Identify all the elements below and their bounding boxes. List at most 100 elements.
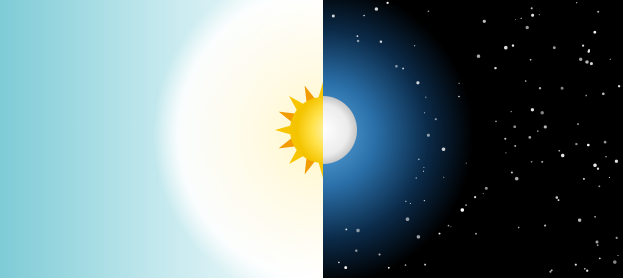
- night-side: [289, 0, 623, 278]
- star: [558, 199, 560, 201]
- star: [613, 260, 616, 263]
- star: [345, 228, 347, 230]
- star: [515, 177, 519, 181]
- star: [355, 249, 357, 251]
- star: [465, 204, 467, 206]
- star: [418, 158, 420, 160]
- star: [585, 60, 588, 63]
- star: [530, 59, 532, 61]
- star: [417, 235, 420, 238]
- star: [513, 125, 516, 128]
- star: [553, 46, 556, 49]
- star: [475, 233, 477, 235]
- star: [539, 14, 540, 15]
- star: [525, 80, 527, 82]
- star: [579, 58, 582, 61]
- star: [423, 167, 424, 168]
- star: [442, 148, 446, 152]
- star: [395, 65, 398, 68]
- star: [416, 177, 417, 178]
- night-glow: [323, 0, 623, 278]
- star: [585, 95, 587, 97]
- star: [578, 219, 581, 222]
- star: [416, 81, 419, 84]
- star: [597, 168, 599, 170]
- star: [537, 130, 538, 131]
- star: [504, 138, 506, 140]
- star: [544, 125, 547, 128]
- star: [597, 11, 599, 13]
- day-night-illustration: [0, 0, 623, 278]
- star: [344, 266, 347, 269]
- star: [504, 46, 508, 50]
- star: [435, 118, 437, 120]
- star: [588, 50, 590, 52]
- star: [616, 237, 618, 239]
- star: [575, 143, 577, 145]
- star: [604, 141, 607, 144]
- star: [466, 163, 467, 164]
- star: [544, 225, 546, 227]
- star: [511, 172, 513, 174]
- star: [424, 112, 425, 113]
- star: [439, 233, 441, 235]
- star: [461, 208, 464, 211]
- star: [618, 85, 620, 87]
- star: [528, 136, 531, 139]
- star: [458, 83, 459, 84]
- star: [424, 200, 425, 201]
- star: [602, 92, 605, 95]
- star: [510, 111, 512, 113]
- star: [531, 14, 534, 17]
- star: [575, 264, 577, 266]
- star: [332, 15, 335, 18]
- star: [494, 67, 496, 69]
- star: [609, 177, 610, 178]
- star: [474, 196, 476, 198]
- star: [576, 2, 577, 3]
- star: [405, 264, 407, 266]
- star: [617, 255, 618, 256]
- star: [483, 20, 486, 23]
- star: [531, 108, 534, 111]
- star: [582, 45, 584, 47]
- star: [596, 241, 599, 244]
- day-glow: [0, 0, 323, 278]
- star: [520, 18, 521, 19]
- star: [388, 267, 390, 269]
- star: [357, 40, 359, 42]
- star: [477, 55, 480, 58]
- star: [414, 45, 415, 46]
- star: [590, 62, 593, 65]
- star: [483, 193, 484, 194]
- star: [386, 2, 388, 4]
- star: [586, 270, 588, 272]
- star: [427, 134, 430, 137]
- star: [615, 160, 618, 163]
- star: [558, 150, 560, 152]
- star: [593, 164, 597, 168]
- star: [356, 229, 359, 232]
- star: [541, 161, 543, 163]
- star: [526, 26, 529, 29]
- star: [410, 203, 411, 204]
- star: [423, 171, 424, 172]
- star: [405, 201, 406, 202]
- star: [549, 271, 551, 273]
- star: [380, 40, 382, 42]
- star: [605, 156, 606, 157]
- star: [375, 7, 378, 10]
- star: [610, 59, 611, 60]
- star: [515, 19, 516, 20]
- star: [584, 268, 586, 270]
- star: [593, 31, 596, 34]
- star: [518, 227, 520, 229]
- star: [378, 253, 380, 255]
- star: [583, 178, 585, 180]
- star: [577, 123, 579, 125]
- star: [539, 87, 541, 89]
- star: [598, 185, 600, 187]
- star: [458, 96, 460, 98]
- star: [338, 262, 340, 264]
- star: [587, 144, 590, 147]
